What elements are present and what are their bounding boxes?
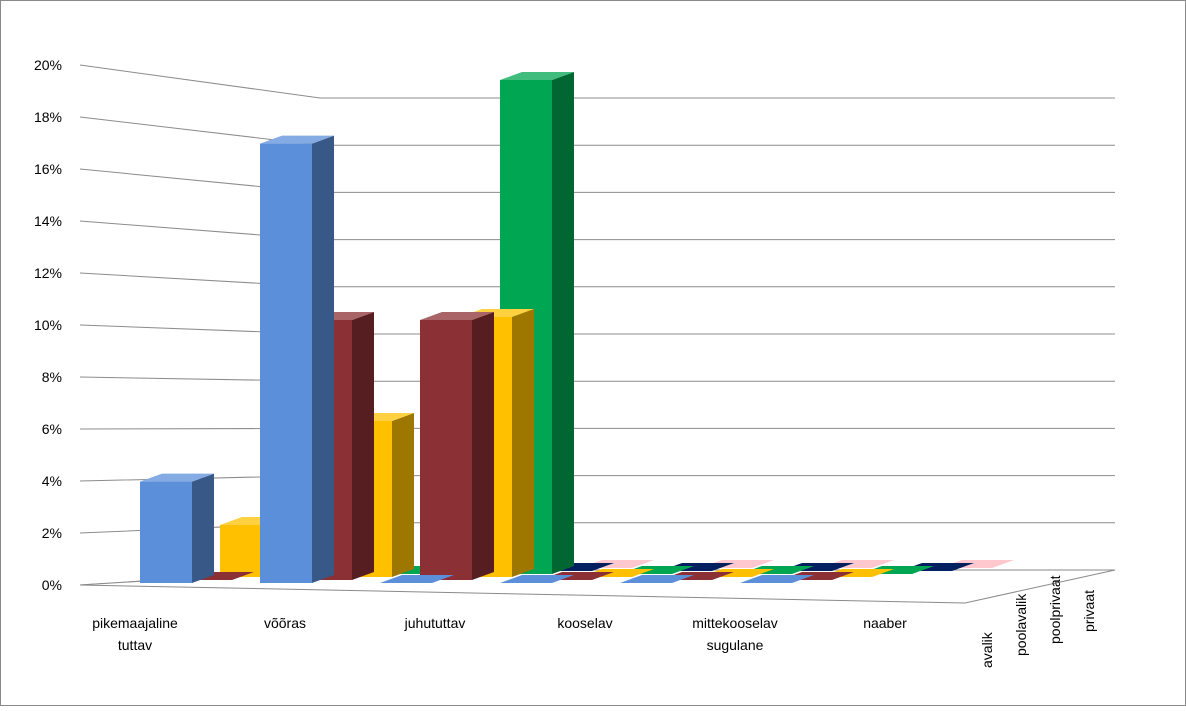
y-tick-label: 12% <box>34 265 62 281</box>
bar-front <box>420 320 472 580</box>
bar <box>260 135 334 583</box>
bar <box>740 575 814 583</box>
y-tick-label: 16% <box>34 161 62 177</box>
x-tick-label: võõras <box>264 615 306 631</box>
bar-side <box>192 473 214 583</box>
x-tick-label: naaber <box>863 615 907 631</box>
y-tick-label: 20% <box>34 57 62 73</box>
bar-flat <box>380 575 454 583</box>
x-tick-label: juhututtav <box>404 615 466 631</box>
y-tick-label: 8% <box>42 369 62 385</box>
bar-top <box>500 72 574 80</box>
y-tick-label: 6% <box>42 421 62 437</box>
bar-top <box>260 135 334 144</box>
bar-front <box>140 481 192 583</box>
bar-top <box>420 312 494 320</box>
bar <box>620 575 694 583</box>
bars <box>140 72 1014 583</box>
y-tick-label: 4% <box>42 473 62 489</box>
depth-tick-label: poolavalik <box>1013 593 1029 656</box>
bar-side <box>512 309 534 577</box>
bar-side <box>352 312 374 580</box>
x-tick-label: sugulane <box>707 637 764 653</box>
bar-front <box>260 143 312 583</box>
y-axis-tick-labels: 0% 2% 4% 6% 8% 10% 12% 14% 16% 18% 20% <box>34 57 62 593</box>
bar-flat <box>500 575 574 583</box>
bar <box>140 473 214 583</box>
depth-axis-tick-labels: avalik poolavalik poolprivaat privaat <box>979 575 1097 668</box>
bar-side <box>392 413 414 577</box>
x-axis-tick-labels: pikemaajaline tuttav võõras juhututtav koose… <box>92 615 907 653</box>
bar <box>380 575 454 583</box>
y-tick-label: 2% <box>42 525 62 541</box>
y-tick-label: 14% <box>34 213 62 229</box>
bar-top <box>140 473 214 482</box>
bar-side <box>552 72 574 574</box>
bar-side <box>312 135 334 583</box>
bar <box>500 575 574 583</box>
depth-tick-label: privaat <box>1081 590 1097 632</box>
x-tick-label: tuttav <box>118 637 152 653</box>
depth-tick-label: poolprivaat <box>1047 575 1063 644</box>
y-tick-label: 18% <box>34 109 62 125</box>
x-tick-label: pikemaajaline <box>92 615 178 631</box>
bar <box>420 312 494 580</box>
bar-side <box>472 312 494 580</box>
bar-flat <box>620 575 694 583</box>
y-tick-label: 10% <box>34 317 62 333</box>
x-tick-label: mittekooselav <box>692 615 778 631</box>
x-tick-label: kooselav <box>557 615 612 631</box>
depth-tick-label: avalik <box>979 631 995 668</box>
y-tick-label: 0% <box>42 577 62 593</box>
bar-flat <box>740 575 814 583</box>
gridline <box>79 64 1115 99</box>
